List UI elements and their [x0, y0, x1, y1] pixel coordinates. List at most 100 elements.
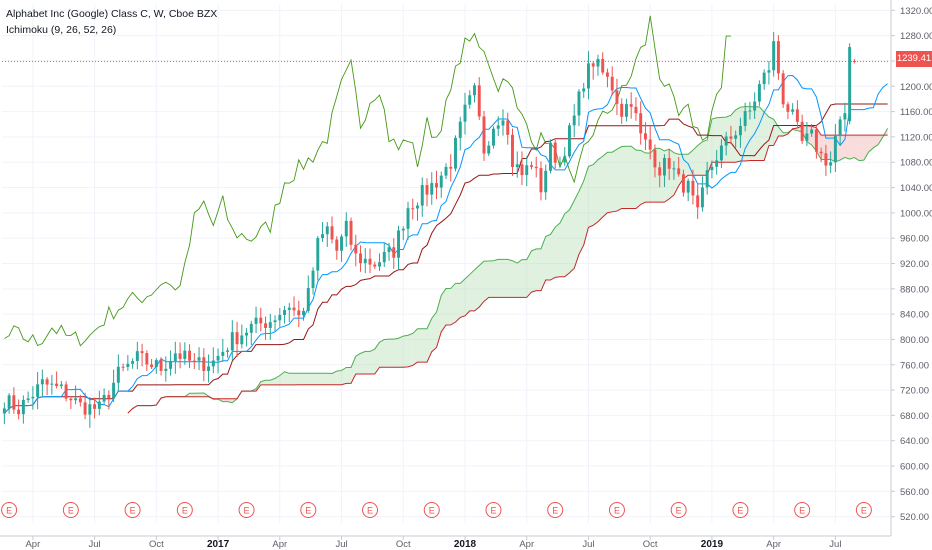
earnings-marker-icon[interactable]	[608, 502, 625, 518]
cloud-segment-123	[588, 164, 594, 228]
candle-body-31	[150, 364, 154, 368]
earnings-marker-label[interactable]: E	[367, 506, 373, 516]
cloud-segment-154	[735, 107, 741, 163]
earnings-marker-label[interactable]: E	[182, 506, 188, 516]
earnings-marker-icon[interactable]	[732, 502, 749, 518]
candle-body-167	[795, 109, 799, 122]
indicator-label[interactable]: Ichimoku (9, 26, 52, 26)	[6, 24, 117, 36]
time-tick-label[interactable]: 2017	[207, 539, 230, 550]
time-tick-label[interactable]: Jul	[89, 539, 101, 550]
earnings-marker-icon[interactable]	[300, 502, 317, 518]
earnings-marker-label[interactable]: E	[490, 506, 496, 516]
candle-body-85	[406, 208, 410, 229]
time-tick-label[interactable]: 2018	[454, 539, 477, 550]
price-tick-label[interactable]: 800.00	[900, 335, 929, 346]
candle-body-175	[833, 135, 837, 163]
candle-body-58	[278, 314, 282, 321]
earnings-marker-icon[interactable]	[423, 502, 440, 518]
price-tick-label[interactable]: 840.00	[900, 310, 929, 321]
price-tick-label[interactable]: 960.00	[900, 234, 929, 245]
earnings-marker-icon[interactable]	[1, 502, 18, 518]
price-tick-label[interactable]: 600.00	[900, 462, 929, 473]
time-tick-label[interactable]: Jul	[335, 539, 347, 550]
price-tick-label[interactable]: 680.00	[900, 411, 929, 422]
cloud-segment-109	[521, 259, 527, 298]
candle-body-3	[17, 409, 21, 415]
earnings-marker-icon[interactable]	[485, 502, 502, 518]
earnings-marker-icon[interactable]	[362, 502, 379, 518]
candle-body-143	[681, 174, 685, 193]
time-tick-label[interactable]: Jul	[829, 539, 841, 550]
cloud-segment-73	[351, 356, 356, 384]
earnings-marker-label[interactable]: E	[737, 506, 743, 516]
candle-body-69	[330, 226, 334, 240]
price-tick-label[interactable]: 920.00	[900, 259, 929, 270]
price-tick-label[interactable]: 520.00	[900, 512, 929, 523]
candle-body-76	[363, 258, 367, 264]
earnings-marker-icon[interactable]	[176, 502, 193, 518]
price-tick-label[interactable]: 1200.00	[900, 82, 932, 93]
cloud-segment-106	[507, 259, 513, 298]
time-tick-label[interactable]: Oct	[643, 539, 658, 550]
cloud-segment-110	[526, 250, 532, 298]
cloud-segment-152	[726, 115, 731, 163]
earnings-marker-label[interactable]: E	[429, 506, 435, 516]
price-tick-label[interactable]: 880.00	[900, 284, 929, 295]
chart-grid	[2, 4, 890, 523]
candle-body-112	[534, 166, 538, 169]
earnings-marker-label[interactable]: E	[130, 506, 136, 516]
cloud-segment-68	[327, 373, 333, 385]
earnings-marker-label[interactable]: E	[244, 506, 250, 516]
candle-body-10	[50, 383, 54, 385]
time-tick-label[interactable]: 2019	[701, 539, 724, 550]
candle-body-43	[207, 366, 211, 372]
price-tick-label[interactable]: 560.00	[900, 487, 929, 498]
earnings-marker-label[interactable]: E	[6, 506, 12, 516]
earnings-marker-label[interactable]: E	[552, 506, 558, 516]
earnings-marker-icon[interactable]	[855, 502, 872, 518]
earnings-marker-label[interactable]: E	[799, 506, 805, 516]
candle-body-89	[425, 185, 429, 195]
price-tick-label[interactable]: 1280.00	[900, 31, 932, 42]
price-tick-label[interactable]: 1080.00	[900, 158, 932, 169]
price-axis[interactable]: 1320.001280.001240.001200.001160.001120.…	[890, 0, 932, 536]
price-tick-label[interactable]: 720.00	[900, 386, 929, 397]
time-tick-label[interactable]: Oct	[396, 539, 411, 550]
candle-body-93	[444, 166, 448, 176]
earnings-marker-icon[interactable]	[794, 502, 811, 518]
earnings-marker-icon[interactable]	[547, 502, 564, 518]
time-tick-label[interactable]: Apr	[272, 539, 287, 550]
earnings-marker-icon[interactable]	[670, 502, 687, 518]
candle-body-95	[454, 137, 457, 169]
time-axis[interactable]: Apr Jul Oct 2017 Apr Jul Oct 2018 Apr Jul Oct 2019 A…	[0, 535, 891, 550]
earnings-marker-icon[interactable]	[62, 502, 79, 518]
conversion-line	[4, 74, 888, 414]
price-tick-label[interactable]: 760.00	[900, 360, 929, 371]
time-tick-label[interactable]: Apr	[766, 539, 781, 550]
cloud-segment-65	[313, 373, 318, 385]
earnings-marker-label[interactable]: E	[676, 506, 682, 516]
time-tick-label[interactable]: Apr	[519, 539, 534, 550]
earnings-marker-label[interactable]: E	[614, 506, 620, 516]
candle-body-148	[705, 170, 709, 188]
earnings-marker-label[interactable]: E	[305, 506, 311, 516]
candle-body-0	[2, 408, 6, 414]
symbol-title[interactable]: Alphabet Inc (Google) Class C, W, Cboe B…	[6, 8, 218, 20]
earnings-marker-label[interactable]: E	[861, 506, 867, 516]
earnings-marker-label[interactable]: E	[68, 506, 74, 516]
candle-body-66	[316, 238, 320, 271]
time-tick-label[interactable]: Jul	[582, 539, 594, 550]
price-tick-label[interactable]: 1120.00	[900, 132, 932, 143]
earnings-marker-icon[interactable]	[238, 502, 255, 518]
price-tick-label[interactable]: 1160.00	[900, 107, 932, 118]
time-tick-label[interactable]: Apr	[25, 539, 40, 550]
price-tick-label[interactable]: 640.00	[900, 436, 929, 447]
price-tick-label[interactable]: 1000.00	[900, 208, 932, 219]
time-tick-label[interactable]: Oct	[149, 539, 164, 550]
earnings-marker-icon[interactable]	[124, 502, 141, 518]
price-tick-label[interactable]: 1040.00	[900, 183, 932, 194]
cloud-segment-125	[597, 156, 603, 222]
price-tick-label[interactable]: 1320.00	[900, 6, 932, 17]
